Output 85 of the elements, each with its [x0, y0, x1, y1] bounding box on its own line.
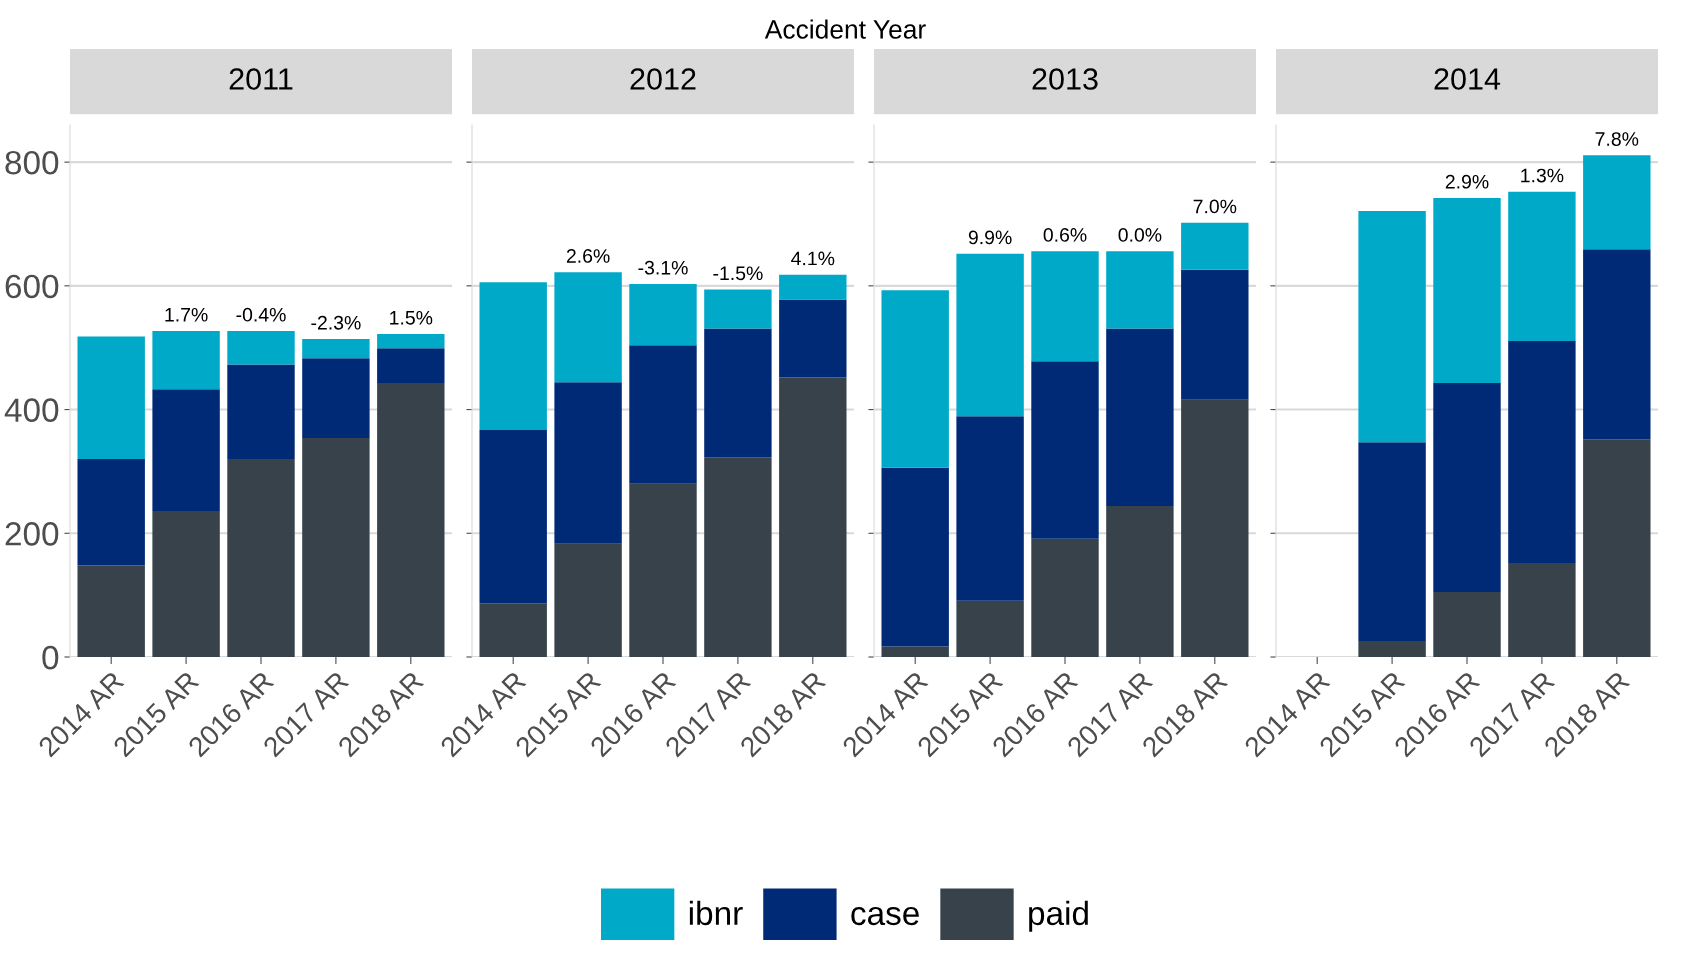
chart-title: 2012	[630, 68, 696, 90]
bar	[629, 345, 697, 484]
bar	[1358, 640, 1426, 657]
bar	[554, 272, 622, 383]
bar	[1358, 210, 1426, 443]
bar	[1181, 269, 1249, 400]
bar	[956, 253, 1024, 417]
bar	[629, 283, 697, 346]
bar	[227, 459, 295, 657]
bar	[227, 331, 295, 365]
annotation: 1.5%	[390, 311, 433, 325]
bar	[77, 459, 145, 566]
bar	[1031, 361, 1099, 539]
legend-label: case	[851, 906, 919, 926]
bar	[377, 334, 445, 349]
bar	[77, 565, 145, 657]
bar	[77, 336, 145, 460]
annotation: 2.6%	[566, 249, 610, 263]
bar	[554, 382, 622, 544]
bar	[956, 416, 1024, 601]
bar	[479, 429, 547, 604]
bar	[1031, 538, 1099, 657]
annotation: 0.6%	[1043, 228, 1087, 242]
bar	[629, 483, 697, 657]
y-tick-label: 0	[42, 645, 59, 670]
bar	[1181, 222, 1249, 270]
bar	[377, 382, 445, 657]
legend-label: paid	[1029, 900, 1088, 932]
bar	[881, 467, 949, 647]
y-tick-label: 600	[5, 274, 59, 299]
bar	[1508, 340, 1576, 563]
bar	[1031, 251, 1099, 362]
bar	[479, 282, 547, 430]
bar	[152, 331, 220, 390]
bar	[956, 600, 1024, 657]
bar	[1106, 251, 1174, 329]
bar	[479, 603, 547, 657]
bar	[1433, 382, 1501, 593]
bar	[1433, 592, 1501, 657]
annotation: 0.0%	[1118, 228, 1162, 242]
bar	[302, 358, 370, 439]
legend-label: ibnr	[689, 900, 743, 926]
bar	[152, 389, 220, 512]
bar	[779, 377, 847, 657]
annotation: 7.8%	[1595, 132, 1639, 146]
bar	[1181, 399, 1249, 657]
bar	[881, 290, 949, 468]
chart-title: 2013	[1032, 68, 1098, 90]
bar	[779, 274, 847, 300]
annotation: 2.9%	[1445, 174, 1489, 189]
bar	[881, 646, 949, 657]
annotation: 9.9%	[968, 230, 1012, 245]
annotation: -3.1%	[638, 260, 688, 275]
bar	[779, 299, 847, 378]
annotation: 7.0%	[1193, 199, 1237, 214]
y-tick-label: 800	[5, 150, 59, 175]
y-tick-label: 400	[4, 398, 59, 422]
annotation: -0.4%	[236, 307, 286, 322]
annotation: 4.1%	[791, 251, 835, 266]
bar	[1583, 249, 1651, 440]
bar	[1358, 442, 1426, 641]
annotation: -1.5%	[713, 266, 763, 281]
bar	[1583, 155, 1651, 250]
bar	[1106, 328, 1174, 507]
y-tick-label: 200	[5, 522, 59, 546]
bar	[704, 289, 772, 329]
bar	[227, 364, 295, 460]
bar	[1433, 198, 1501, 383]
annotation: 1.7%	[165, 307, 208, 322]
bar	[302, 339, 370, 359]
text: Accident Year	[764, 19, 926, 39]
annotation: 1.3%	[1521, 168, 1564, 183]
bar	[704, 328, 772, 458]
bar	[302, 438, 370, 657]
bar	[1508, 191, 1576, 341]
bar	[152, 511, 220, 657]
bar	[704, 457, 772, 657]
bar	[1106, 506, 1174, 657]
bar	[1508, 562, 1576, 657]
bar	[554, 543, 622, 657]
bar	[1583, 439, 1651, 657]
bar	[377, 348, 445, 383]
chart-title: 2014	[1434, 68, 1501, 90]
annotation: -2.3%	[311, 315, 361, 330]
chart-title: 2011	[229, 68, 293, 90]
